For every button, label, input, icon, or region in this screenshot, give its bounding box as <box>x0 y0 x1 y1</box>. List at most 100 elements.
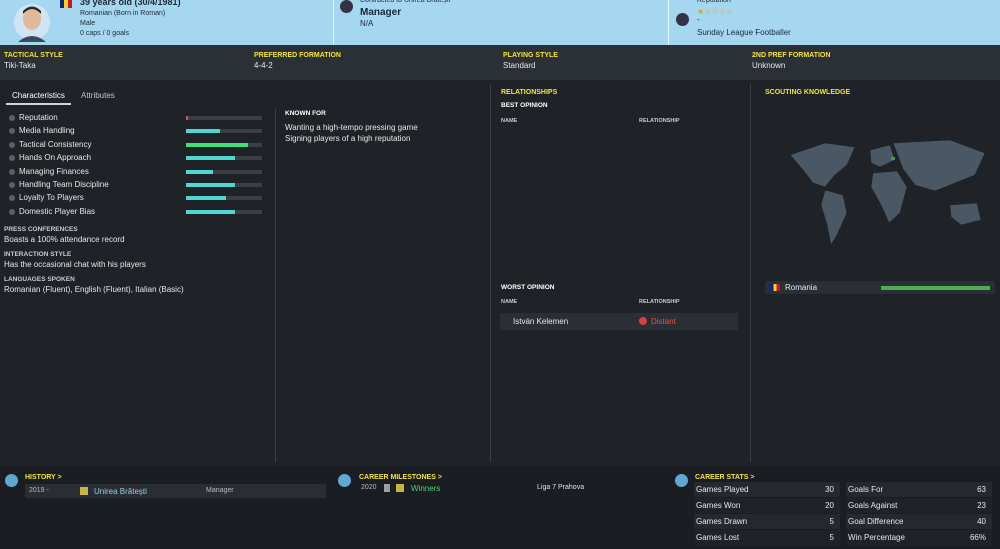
characteristic-name: Tactical Consistency <box>19 139 92 149</box>
avatar <box>14 4 50 42</box>
bar <box>186 209 236 214</box>
row-bg <box>25 484 326 498</box>
strip-label: 2ND PREF FORMATION <box>752 52 831 59</box>
strip-label: PREFERRED FORMATION <box>254 52 341 59</box>
characteristic-name: Handling Team Discipline <box>19 180 109 189</box>
section-icon <box>338 474 351 487</box>
best-title: BEST OPINION <box>501 102 548 109</box>
bar <box>186 196 226 201</box>
row-bg <box>765 281 995 294</box>
characteristic-name: Loyalty To Players <box>19 193 84 203</box>
years: 2019 - <box>29 487 49 494</box>
stat-value: 20 <box>825 501 834 510</box>
age: 39 years old (30/4/1981) <box>80 0 181 7</box>
tab[interactable]: Characteristics <box>12 91 65 100</box>
country: Romania <box>785 283 818 292</box>
characteristic-name: Hands On Approach <box>19 153 92 163</box>
stat-value: 66% <box>969 533 986 542</box>
note-text: Has the occasional chat with his players <box>4 260 146 269</box>
info-icon <box>9 182 15 188</box>
world-map <box>789 139 986 246</box>
row-bg <box>694 498 840 513</box>
column-header: RELATIONSHIP <box>639 299 680 305</box>
stats-title[interactable]: CAREER STATS > <box>695 474 755 481</box>
characteristic-name: Media Handling <box>19 126 75 136</box>
strip-value: Tiki-Taka <box>4 61 36 70</box>
stat-label: Goals For <box>848 485 884 494</box>
divider <box>333 0 334 45</box>
reputation-label: Reputation <box>697 0 731 4</box>
bar-track <box>186 116 262 120</box>
stat-label: Goals Against <box>848 501 898 510</box>
stat-label: Games Lost <box>696 533 740 542</box>
strip-value: Standard <box>503 61 536 70</box>
caps: 0 caps / 0 goals <box>80 30 130 37</box>
note-label: LANGUAGES SPOKEN <box>4 276 75 283</box>
row-bg <box>694 530 840 545</box>
info-icon <box>9 168 15 175</box>
characteristic-name: Domestic Player Bias <box>19 206 96 216</box>
note-text: Romanian (Fluent), English (Fluent), Ita… <box>4 285 184 294</box>
history-role: Manager <box>206 487 234 494</box>
scouting-title: SCOUTING KNOWLEDGE <box>765 89 851 96</box>
history-title[interactable]: HISTORY > <box>25 474 62 481</box>
bar <box>186 169 213 174</box>
note-text: Boasts a 100% attendance record <box>4 235 125 244</box>
club[interactable]: Unirea Brătești <box>94 487 147 496</box>
stat-value: 40 <box>977 517 986 526</box>
bar <box>186 129 221 134</box>
club-badge <box>396 484 404 492</box>
info-icon <box>9 128 15 135</box>
stat-label: Games Drawn <box>696 517 748 526</box>
tab[interactable]: Attributes <box>81 91 115 100</box>
person-name: István Kelemen <box>513 317 569 326</box>
milestones-title[interactable]: CAREER MILESTONES > <box>359 474 442 481</box>
column-header: NAME <box>501 299 518 305</box>
strip-value: 4-4-2 <box>254 61 273 70</box>
known-for-item: Signing players of a high reputation <box>285 134 411 143</box>
flag <box>770 284 780 291</box>
bar <box>186 183 236 187</box>
strip-label: TACTICAL STYLE <box>4 52 63 59</box>
known-for-title: KNOWN FOR <box>285 110 326 117</box>
row-bg <box>846 482 992 497</box>
reputation-dash: - <box>697 15 700 24</box>
section-icon <box>675 474 688 487</box>
info-icon <box>9 195 15 202</box>
row-bg <box>694 482 840 497</box>
tab-underline <box>6 103 71 105</box>
row-bg <box>846 514 992 529</box>
stat-label: Win Percentage <box>848 533 905 542</box>
stat-value: 5 <box>829 517 834 526</box>
bar <box>881 286 990 290</box>
stat-label: Games Won <box>696 501 741 510</box>
contract-label: Contracted to Unirea Brătești <box>360 0 451 4</box>
section-icon <box>5 474 18 487</box>
info-icon <box>9 155 15 162</box>
trophy <box>384 484 390 492</box>
row-bg <box>846 498 992 513</box>
stat-label: Games Played <box>696 485 749 494</box>
note-label: INTERACTION STYLE <box>4 251 72 258</box>
column-header: NAME <box>501 118 518 124</box>
stat-value: 23 <box>977 501 986 510</box>
column-header: RELATIONSHIP <box>639 118 680 124</box>
relationship-icon <box>639 317 647 325</box>
bar-track <box>186 169 262 174</box>
stat-value: 5 <box>829 533 834 542</box>
divider <box>668 0 669 45</box>
bar-track <box>186 129 262 134</box>
bar <box>186 156 236 161</box>
row-bg[interactable] <box>500 313 738 330</box>
stat-value: 63 <box>977 485 986 494</box>
note-label: PRESS CONFERENCES <box>4 226 78 233</box>
header <box>0 0 1000 45</box>
known-for-item: Wanting a high-tempo pressing game <box>285 123 418 132</box>
role: Manager <box>360 7 402 18</box>
stars: ★☆☆☆☆ <box>697 7 733 16</box>
bar <box>186 142 249 147</box>
divider <box>750 84 751 462</box>
info-strip <box>0 45 1000 80</box>
strip-value: Unknown <box>752 61 786 70</box>
